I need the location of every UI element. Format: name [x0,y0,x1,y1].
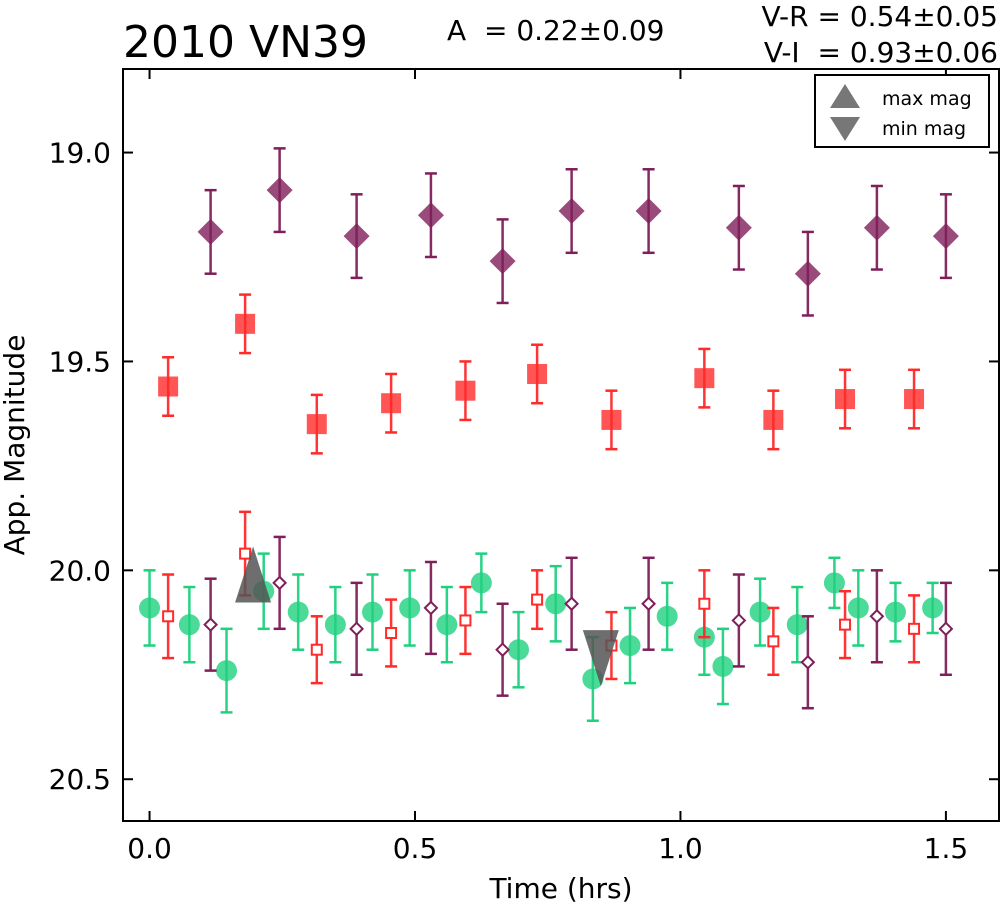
filled-circle-point-2-16 [712,655,734,677]
open-square-point-3-9 [839,618,852,631]
filled-square-point-1-0 [158,376,179,397]
plot-marks [139,147,959,722]
max-mag-marker [235,546,272,603]
legend-min-mag-label: min mag [882,118,966,140]
filled-square-point-1-10 [904,389,925,410]
open-diamond-point-4-0 [203,617,219,633]
filled-circle-point-2-14 [656,605,678,627]
open-diamond-point-4-5 [564,596,580,612]
open-square-point-3-8 [767,635,780,648]
open-square-point-3-7 [698,597,711,610]
filled-circle-point-2-21 [884,601,906,623]
filled-circle-point-2-9 [470,572,492,594]
filled-circle-point-2-22 [922,597,944,619]
open-diamond-point-4-4 [495,642,511,658]
legend: max mag min mag [814,74,990,148]
filled-diamond-point-0-5 [558,198,585,225]
filled-circle-point-2-17 [749,601,771,623]
filled-square-point-1-3 [381,393,402,414]
open-diamond-point-4-7 [731,613,747,628]
filled-diamond-point-0-0 [197,218,224,245]
max-mag-legend-triangle-up-icon [830,84,860,108]
filled-diamond-point-0-10 [932,223,959,250]
x-tick-label: 0.0 [127,832,172,865]
filled-square-point-1-9 [835,389,856,410]
filled-diamond-point-0-4 [489,248,516,275]
color-index-vi-annotation: V-I = 0.93±0.06 [764,36,998,69]
filled-diamond-point-0-1 [266,177,293,204]
filled-circle-point-2-6 [362,601,384,623]
x-axis-label: Time (hrs) [488,872,632,904]
filled-diamond-point-0-2 [343,223,370,250]
open-square-point-3-1 [239,547,252,560]
x-tick-label: 0.5 [393,832,438,865]
color-index-vr-annotation: V-R = 0.54±0.05 [762,0,998,33]
y-tick-label: 20.0 [49,554,111,587]
open-square-point-3-0 [162,610,175,623]
chart-title: 2010 VN39 [123,17,368,68]
filled-diamond-point-0-7 [725,214,752,241]
open-square-point-3-2 [310,643,323,656]
filled-circle-point-2-10 [508,639,530,661]
open-diamond-point-4-6 [641,596,657,612]
y-tick-label: 19.5 [49,345,111,378]
legend-max-mag-label: max mag [882,88,972,110]
open-diamond-point-4-1 [272,575,288,591]
filled-square-point-1-8 [763,409,784,430]
filled-square-point-1-2 [306,414,327,435]
plot-frame [122,68,1000,822]
open-diamond-point-4-9 [869,608,885,624]
filled-square-point-1-4 [455,380,476,401]
filled-circle-point-2-19 [823,572,845,594]
open-square-point-3-4 [459,614,472,627]
filled-circle-point-2-8 [436,614,458,636]
filled-diamond-point-0-9 [863,214,890,241]
filled-circle-point-2-7 [399,597,421,619]
x-tick-label: 1.5 [924,832,969,865]
filled-diamond-point-0-8 [794,260,821,287]
filled-circle-point-2-13 [619,635,641,657]
open-diamond-point-4-10 [938,621,954,637]
filled-circle-point-2-20 [847,597,869,619]
filled-square-point-1-5 [527,363,548,384]
min-mag-legend-triangle-down-icon [830,117,860,141]
open-square-point-3-3 [385,627,398,639]
filled-circle-point-2-18 [786,614,808,636]
filled-circle-point-2-1 [178,614,200,636]
min-mag-marker [582,630,619,687]
filled-circle-point-2-0 [139,597,161,619]
filled-square-point-1-7 [694,368,715,389]
filled-diamond-point-0-6 [635,198,662,225]
x-tick-label: 1.0 [658,832,703,865]
filled-square-point-1-1 [235,313,256,334]
axis-ticks: 0.0 0.5 1.0 1.5 19.0 19.5 20.0 20.5 [49,69,999,865]
filled-square-point-1-6 [601,409,622,430]
filled-diamond-point-0-3 [417,202,444,229]
open-diamond-point-4-2 [349,621,365,637]
filled-circle-point-2-4 [287,601,309,623]
filled-circle-point-2-2 [216,660,238,682]
y-tick-label: 19.0 [49,137,111,170]
open-square-point-3-10 [908,622,921,635]
open-diamond-point-4-3 [423,600,439,616]
amplitude-annotation: A = 0.22±0.09 [447,14,664,47]
open-diamond-point-4-8 [800,654,816,670]
open-square-point-3-5 [531,593,544,606]
filled-circle-point-2-11 [545,593,567,615]
filled-circle-point-2-5 [324,614,346,636]
y-tick-label: 20.5 [49,763,111,796]
y-axis-label: App. Magnitude [0,335,31,556]
